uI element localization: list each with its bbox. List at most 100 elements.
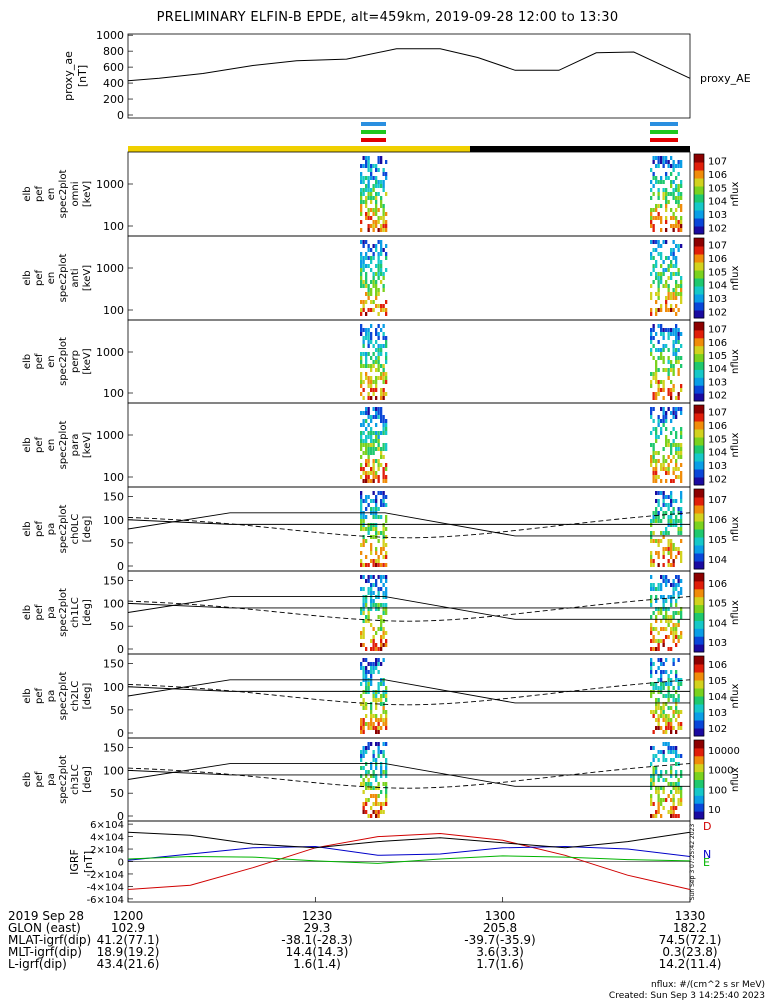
spectrogram-5-pixel (365, 563, 368, 567)
spectrogram-7-pixel (382, 706, 385, 710)
spectrogram-2-pixel (655, 264, 658, 268)
spectrogram-3-pixel (382, 388, 385, 392)
spectrogram-8-pixel (670, 766, 673, 770)
colorbar-2-segment (694, 302, 704, 305)
spectrogram-7-ylabel: elb (22, 688, 33, 703)
spectrogram-5-pixel (670, 503, 673, 507)
spectrogram-1-pixel (372, 224, 375, 228)
footer-value: 1.6(1.4) (293, 957, 341, 971)
spectrogram-4-pixel (382, 419, 385, 423)
spectrogram-7-pixel (370, 670, 373, 674)
spectrogram-2-pixel (367, 296, 370, 300)
spectrogram-4-pixel (677, 407, 680, 411)
spectrogram-3-pixel (365, 360, 368, 364)
spectrogram-6-pixel (677, 583, 680, 587)
spectrogram-1-pixel (380, 204, 383, 208)
spectrogram-2-pixel (362, 268, 365, 272)
colorbar-8-segment (694, 807, 704, 810)
spectrogram-2-pixel (377, 264, 380, 268)
spectrogram-2-pixel (367, 284, 370, 288)
spectrogram-1-pixel (650, 212, 653, 216)
spectrogram-3-pixel (370, 336, 373, 340)
spectrogram-6-pixel (382, 631, 385, 635)
spectrogram-6-pixel (650, 627, 653, 631)
spectrogram-1-pixel (370, 172, 373, 176)
spectrogram-5-pixel (670, 555, 673, 559)
spectrogram-3-pixel (652, 328, 655, 332)
spectrogram-6-pixel (660, 575, 663, 579)
spectrogram-6-pixel (680, 615, 683, 619)
spectrogram-1-pixel (657, 160, 660, 164)
spectrogram-2-pixel (367, 244, 370, 248)
spectrogram-1-pixel (670, 180, 673, 184)
spectrogram-6-pixel (382, 603, 385, 607)
spectrogram-6-pixel (377, 607, 380, 611)
spectrogram-7-pixel (672, 694, 675, 698)
spectrogram-8-pixel (372, 750, 375, 754)
spectrogram-8-pixel (365, 762, 368, 766)
spectrogram-8-pixel (362, 810, 365, 814)
spectrogram-2-pixel (667, 268, 670, 272)
spectrogram-7-pixel (372, 714, 375, 718)
spectrogram-8-pixel (652, 802, 655, 806)
spectrogram-6-pixel (650, 603, 653, 607)
spectrogram-3-pixel (660, 388, 663, 392)
spectrogram-4-pixel (670, 479, 673, 483)
spectrogram-4-pixel (365, 407, 368, 411)
colorbar-4-segment (694, 449, 704, 452)
spectrogram-7-pixel (380, 714, 383, 718)
colorbar-6-segment (694, 586, 704, 590)
spectrogram-6-pixel (675, 583, 678, 587)
colorbar-6-segment (694, 594, 704, 598)
spectrogram-8-pixel (382, 742, 385, 746)
spectrogram-8-pixel (377, 810, 380, 814)
colorbar-2-segment (694, 258, 704, 261)
colorbar-1-segment (694, 226, 704, 229)
spectrogram-5-pixel (380, 499, 383, 503)
spectrogram-6-pixel (367, 575, 370, 579)
spectrogram-1-pixel (382, 224, 385, 228)
spectrogram-8-pixel (675, 782, 678, 786)
spectrogram-4-pixel (360, 463, 363, 467)
colorbar-7-segment (694, 698, 704, 701)
spectrogram-1-pixel (677, 192, 680, 196)
spectrogram-5-pixel (372, 499, 375, 503)
spectrogram-4-pixel (370, 479, 373, 483)
spectrogram-2-pixel (657, 292, 660, 296)
spectrogram-8-pixel (660, 786, 663, 790)
colorbar-7-segment (694, 696, 704, 699)
colorbar-6-segment (694, 640, 704, 643)
spectrogram-4-ylabel: en (46, 439, 57, 452)
spectrogram-3-pixel (672, 344, 675, 348)
spectrogram-7-pixel (660, 686, 663, 690)
spectrogram-5-pixel (367, 531, 370, 535)
spectrogram-2-pixel (360, 252, 363, 256)
proxy-ae-line (127, 48, 691, 82)
colorbar-7-segment (694, 660, 704, 663)
colorbar-5-tick: 104 (708, 555, 727, 566)
spectrogram-3-pixel (657, 392, 660, 396)
spectrogram-5-pixel (667, 515, 670, 519)
spectrogram-8-pixel (385, 774, 388, 778)
colorbar-1-segment (694, 160, 704, 163)
spectrogram-6-pixel (670, 631, 673, 635)
spectrogram-1-pixel (372, 184, 375, 188)
colorbar-8-segment (694, 781, 704, 784)
spectrogram-6-pixel (655, 639, 658, 643)
spectrogram-3-tick-label: 1000 (96, 346, 124, 359)
spectrogram-5-alc-line (127, 512, 691, 539)
spectrogram-5-pixel (360, 499, 363, 503)
spectrogram-6-pixel (665, 579, 668, 583)
spectrogram-1-pixel (662, 156, 665, 160)
spectrogram-1-pixel (657, 216, 660, 220)
spectrogram-7-pixel (662, 682, 665, 686)
spectrogram-4-pixel (652, 459, 655, 463)
spectrogram-7-pixel (652, 710, 655, 714)
spectrogram-4-pixel (655, 451, 658, 455)
spectrogram-4-pixel (380, 463, 383, 467)
spectrogram-8-pixel (662, 750, 665, 754)
spectrogram-7-pixel (652, 690, 655, 694)
colorbar-7-segment (694, 674, 704, 677)
spectrogram-8-pixel (672, 782, 675, 786)
spectrogram-5-90-line (127, 519, 690, 525)
